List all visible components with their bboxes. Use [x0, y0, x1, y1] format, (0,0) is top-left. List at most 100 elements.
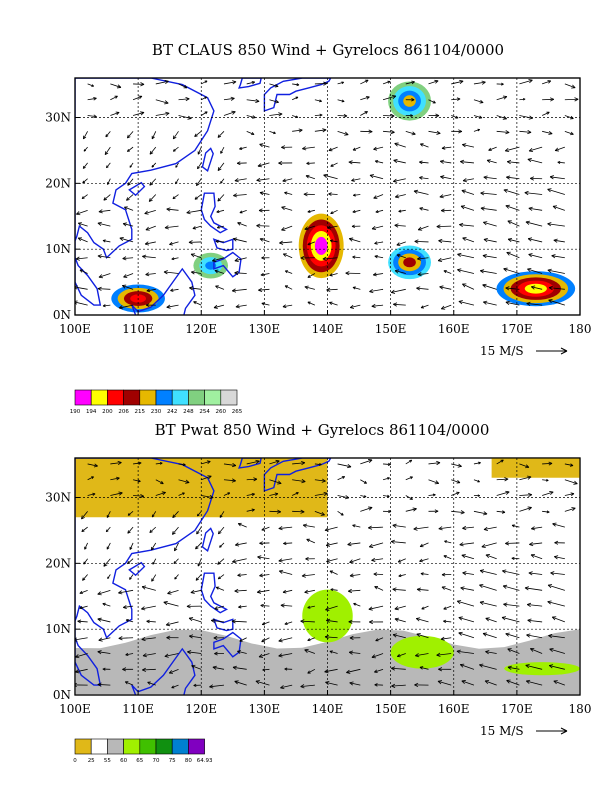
colorbar-swatch — [139, 389, 157, 406]
wind-arrow — [496, 115, 507, 120]
wind-arrow — [519, 129, 532, 135]
wind-arrow — [347, 542, 361, 547]
wind-vectors-bottom — [75, 459, 578, 690]
wind-arrow — [307, 668, 316, 674]
wind-arrow — [235, 304, 247, 309]
wind-arrow — [197, 146, 202, 155]
wind-arrow — [451, 510, 465, 515]
wind-arrow — [383, 129, 395, 135]
wind-arrow — [178, 115, 192, 120]
wind-arrow — [306, 161, 315, 166]
wind-arrow — [190, 589, 202, 594]
wind-arrow — [473, 115, 483, 119]
wind-arrow — [124, 681, 134, 686]
wind-arrow — [436, 652, 452, 657]
wind-arrow — [145, 225, 156, 231]
region-dry-ne — [491, 458, 580, 478]
wind-arrow — [155, 79, 169, 85]
wind-arrow — [129, 162, 134, 168]
wind-arrow — [525, 220, 543, 227]
wind-arrow — [283, 541, 293, 546]
wind-arrow — [503, 267, 520, 274]
wind-arrow — [201, 475, 212, 481]
wind-arrow — [97, 221, 111, 227]
wind-arrow — [234, 178, 247, 183]
x-tick-label: 160E — [438, 322, 470, 336]
colorbar-swatch — [155, 389, 173, 406]
wind-arrow — [564, 130, 574, 136]
wind-arrow — [348, 237, 361, 243]
x-tick-label: 120E — [185, 702, 217, 716]
wind-arrow — [371, 303, 384, 309]
colorbar-swatch — [139, 738, 157, 755]
wind-arrow — [416, 587, 429, 592]
wind-arrow — [122, 667, 134, 672]
wind-arrow — [337, 113, 348, 118]
wind-arrow — [126, 146, 134, 152]
wind-arrow — [261, 256, 270, 260]
wind-arrow — [194, 194, 202, 200]
wind-arrow — [147, 681, 156, 686]
wind-arrow — [405, 80, 415, 85]
wind-arrow — [373, 572, 384, 577]
wind-arrow — [169, 241, 179, 246]
wind-arrow — [547, 188, 565, 195]
wind-arrow — [507, 648, 520, 654]
wind-arrow — [462, 178, 475, 183]
wind-arrow — [557, 160, 565, 164]
wind-arrow — [125, 619, 134, 623]
wind-arrow — [443, 619, 452, 624]
wind-arrow — [103, 558, 111, 567]
wind-arrow — [323, 173, 338, 180]
coastline-segment — [201, 147, 214, 172]
region-convection-140E — [298, 213, 344, 279]
wind-arrow — [530, 553, 543, 560]
wind-arrow — [328, 192, 338, 196]
wind-arrow — [238, 605, 247, 609]
wind-arrow — [327, 225, 338, 230]
wind-arrow — [368, 542, 384, 548]
wind-arrow — [87, 463, 98, 468]
wind-arrow — [127, 178, 134, 186]
wind-arrow — [428, 99, 436, 104]
wind-arrow — [110, 83, 122, 89]
wind-arrow — [369, 619, 384, 625]
wind-arrow — [132, 479, 141, 483]
wind-arrow — [102, 602, 111, 607]
wind-arrow — [166, 304, 179, 309]
wind-arrow — [197, 558, 202, 567]
wind-arrow — [261, 526, 270, 531]
wind-arrow — [348, 588, 361, 594]
wind-arrow — [564, 507, 576, 512]
wind-arrow — [394, 617, 406, 623]
contour-level-3 — [403, 257, 416, 268]
wind-arrow — [390, 539, 406, 544]
wind-arrow — [314, 478, 326, 483]
wind-arrow — [460, 205, 475, 211]
wind-arrow — [506, 251, 520, 259]
wind-arrow — [126, 131, 134, 139]
wind-arrow — [416, 633, 429, 639]
wind-arrow — [278, 558, 293, 563]
wind-arrow — [201, 80, 208, 85]
wind-arrow — [459, 222, 474, 228]
wind-arrow — [324, 634, 338, 640]
wind-arrow — [300, 684, 315, 689]
wind-arrow — [458, 616, 475, 623]
wind-arrow — [346, 668, 361, 674]
wind-arrow — [547, 584, 565, 591]
wind-arrow — [548, 299, 565, 306]
wind-arrow — [451, 129, 463, 134]
wind-arrow — [97, 589, 111, 596]
wind-arrow — [326, 287, 338, 292]
wind-arrow — [155, 99, 169, 105]
contour-level-3 — [390, 635, 454, 669]
wind-arrow — [374, 586, 384, 591]
wind-arrow — [102, 667, 111, 671]
wind-arrow — [175, 162, 179, 168]
wind-arrow — [256, 223, 270, 228]
wind-arrow — [473, 510, 488, 516]
x-tick-label: 150E — [375, 322, 407, 336]
wind-arrow — [507, 665, 520, 670]
wind-arrow — [97, 254, 111, 259]
